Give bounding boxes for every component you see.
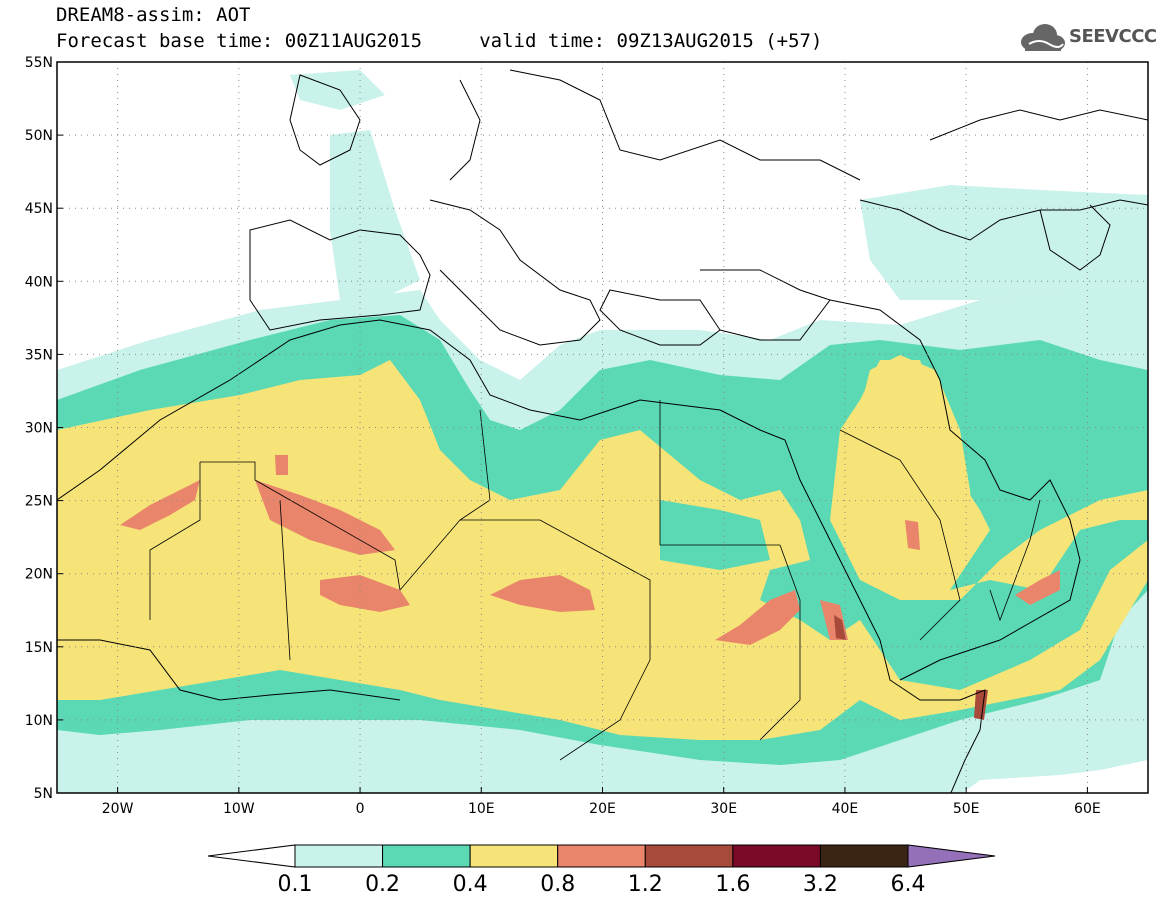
- aot-band-0.1-uk: [290, 70, 385, 110]
- colorbar-label: 1.6: [715, 872, 750, 897]
- lat-tick-label: 35N: [25, 347, 53, 363]
- coastlines: [57, 69, 1148, 793]
- lon-tick-label: 20E: [589, 801, 616, 817]
- colorbar-bin: [382, 844, 471, 868]
- colorbar-bin: [294, 844, 384, 868]
- colorbar-label: 3.2: [803, 872, 838, 897]
- colorbar-bin: [644, 844, 734, 868]
- lon-tick-label: 30E: [710, 801, 737, 817]
- lon-tick-label: 10W: [223, 801, 255, 817]
- lat-tick-label: 20N: [25, 567, 53, 583]
- axis-ticks: [57, 61, 1088, 794]
- aot-band-1.2-b: [834, 615, 846, 640]
- lat-tick-label: 45N: [25, 201, 53, 217]
- lat-tick-label: 15N: [25, 640, 53, 656]
- colorbar-label: 0.1: [278, 872, 313, 897]
- lat-tick-label: 10N: [25, 713, 53, 729]
- colorbar-label: 1.2: [628, 872, 663, 897]
- aot-band-0.8-g: [905, 520, 920, 550]
- aot-band-0.1-north: [330, 130, 420, 300]
- aot-band-0.8-e: [715, 590, 800, 645]
- colorbar-over-arrow: [907, 844, 996, 868]
- logo-text: SEEVCCC: [1069, 26, 1157, 47]
- colorbar: 0.1 0.2 0.4 0.8 1.2 1.6 3.2 6.4: [207, 844, 996, 897]
- lat-tick-label: 5N: [34, 786, 53, 802]
- colorbar-label: 6.4: [891, 872, 926, 897]
- colorbar-label: 0.2: [365, 872, 400, 897]
- seevccc-logo: SEEVCCC: [1019, 22, 1157, 56]
- lat-tick-label: 25N: [25, 494, 53, 510]
- aot-band-0.8-f: [1015, 570, 1060, 605]
- cloud-logo-icon: [1021, 24, 1065, 51]
- colorbar-label: 0.4: [453, 872, 488, 897]
- colorbar-under-arrow: [207, 844, 296, 868]
- lat-tick-label: 40N: [25, 274, 53, 290]
- aot-band-0.8-c: [320, 575, 410, 612]
- colorbar-bin: [732, 844, 821, 868]
- aot-band-0.8-a: [120, 480, 200, 530]
- longitude-labels: 20W 10W 0 10E 20E 30E 40E 50E 60E: [102, 801, 1101, 817]
- lon-tick-label: 40E: [832, 801, 859, 817]
- lat-tick-label: 55N: [25, 55, 53, 71]
- colorbar-bin: [469, 844, 559, 868]
- map-title: DREAM8-assim: AOT: [56, 4, 251, 26]
- aot-band-0.4-arabia: [855, 355, 975, 580]
- colorbar-bin: [557, 844, 646, 868]
- aot-band-0.8-h: [275, 455, 288, 475]
- political-borders: [149, 400, 1041, 761]
- colorbar-bin: [819, 844, 909, 868]
- lon-tick-label: 60E: [1074, 801, 1101, 817]
- aot-band-0.1-caspian: [860, 185, 1148, 300]
- lat-tick-label: 50N: [25, 128, 53, 144]
- lon-tick-label: 0: [356, 801, 365, 817]
- lon-tick-label: 10E: [468, 801, 495, 817]
- lon-tick-label: 20W: [102, 801, 134, 817]
- lat-tick-label: 30N: [25, 421, 53, 437]
- forecast-time-line: Forecast base time: 00Z11AUG2015 valid t…: [56, 30, 823, 52]
- aot-band-0.2-gap: [660, 500, 770, 570]
- colorbar-label: 0.8: [540, 872, 575, 897]
- lon-tick-label: 50E: [953, 801, 980, 817]
- aot-band-0.8-d: [490, 575, 595, 612]
- latitude-labels: 55N 50N 45N 40N 35N 30N 25N 20N 15N 10N 5N: [25, 55, 53, 802]
